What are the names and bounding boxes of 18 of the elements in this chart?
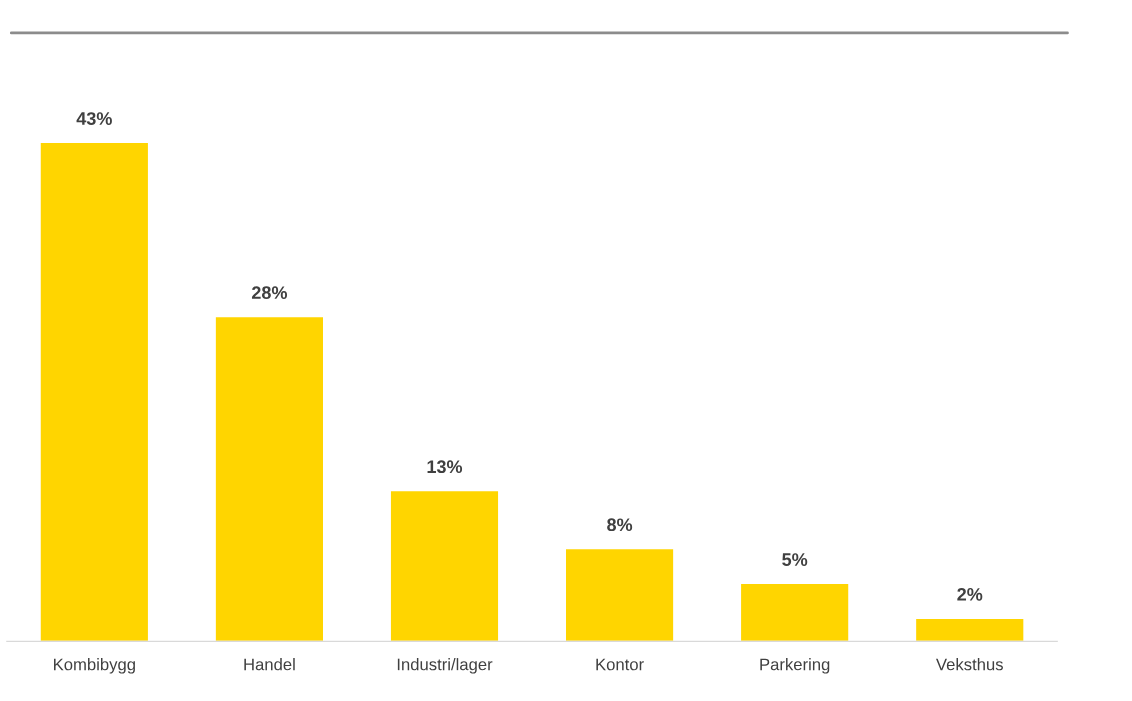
bar — [214, 315, 325, 642]
bar — [739, 582, 850, 642]
data-label: 13% — [427, 460, 463, 474]
x-tick-label: Parkering — [760, 658, 830, 674]
x-tick-label: Veksthus — [936, 658, 1003, 671]
bar — [39, 141, 150, 642]
x-tick-label: Industri/lager — [397, 658, 493, 674]
data-label: 28% — [251, 286, 288, 300]
bar — [564, 547, 675, 642]
data-label: 2% — [957, 587, 983, 601]
data-label: 8% — [607, 518, 633, 532]
data-label: 5% — [782, 553, 808, 566]
x-tick-label: Handel — [244, 658, 295, 671]
x-tick-label: Kontor — [596, 658, 644, 671]
bar — [914, 617, 1025, 642]
data-label: 43% — [76, 112, 112, 125]
bar — [389, 489, 500, 642]
x-tick-label: Kombibygg — [54, 658, 135, 674]
